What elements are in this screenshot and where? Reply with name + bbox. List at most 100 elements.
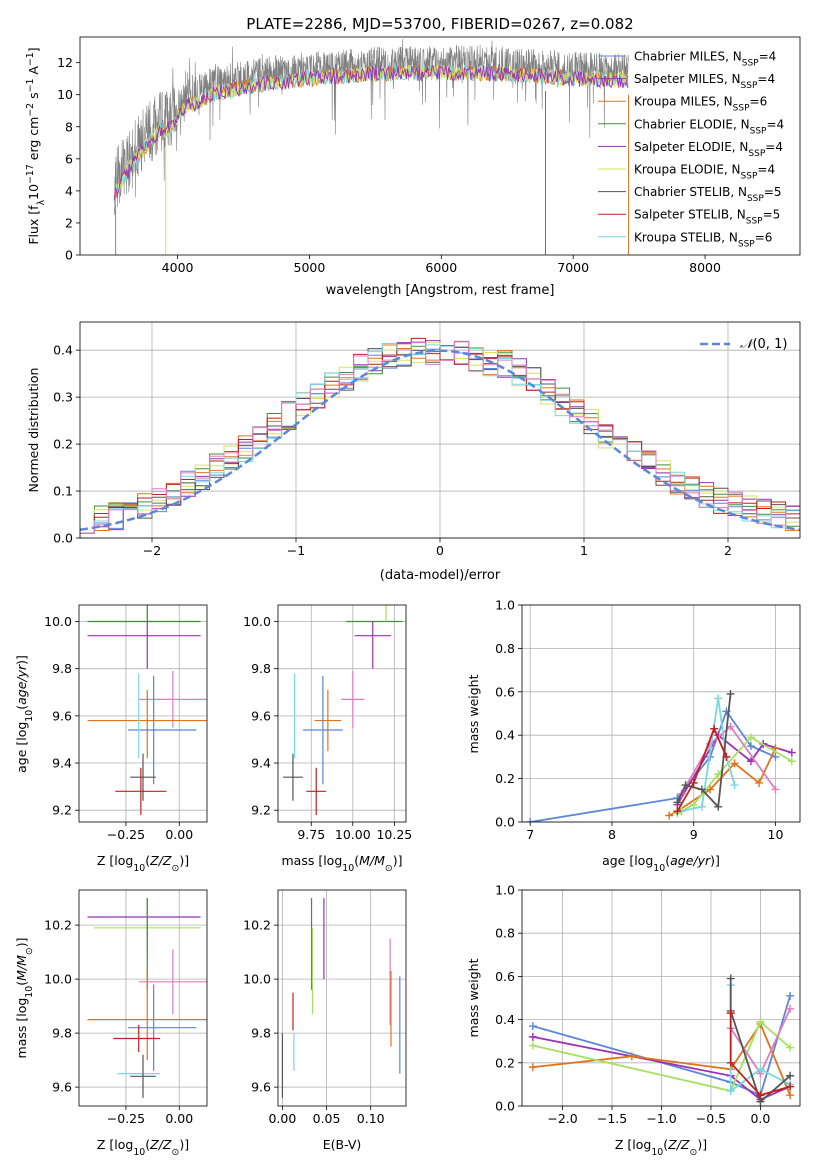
x-tick-label: 0.00 (268, 1111, 296, 1126)
y-tick-label: 9.6 (52, 1080, 72, 1095)
panel-spectrum: 4000 5000 6000 7000 8000 0 2 4 6 8 10 12 wavelength … (25, 36, 801, 298)
weight-marker (726, 1086, 735, 1095)
x-axis-label: wavelength [Angstrom, rest frame] (326, 283, 555, 298)
weight-marker (730, 759, 739, 768)
y-tick-label: 9.4 (52, 756, 72, 771)
y-tick-label: 0.4 (495, 728, 515, 743)
x-tick-label: 0.0 (750, 1111, 770, 1126)
axes-frame (521, 889, 801, 1107)
x-axis-label: Z [log10(Z/Z⊙)] (97, 853, 189, 874)
panel-z-weight: −2.0 −1.5 −1.0 −0.5 0.0 0.0 0.2 0.4 0.6 0.8 1.0 Z [… (466, 883, 801, 1158)
panel-ebv-mass: 0.00 0.05 0.10 9.6 9.8 10.0 10.2 E(B-V) (243, 889, 407, 1152)
y-tick-label: 9.8 (52, 1026, 72, 1041)
legend-label: 𝒩(0, 1) (740, 337, 787, 352)
weight-marker (746, 757, 755, 766)
weight-marker (746, 733, 755, 742)
weight-marker (726, 1058, 735, 1067)
plot-area (282, 605, 403, 815)
panel-z-mass: −0.25 0.00 9.6 9.8 10.0 10.2 Z [log10(Z/Z⊙)] ma… (14, 889, 208, 1158)
axes-frame (79, 36, 801, 256)
x-tick-label: 0.05 (313, 1111, 341, 1126)
y-tick-label: 0.0 (53, 531, 73, 546)
x-axis-label: mass [log10(M/M⊙)] (282, 853, 403, 874)
axes-frame (521, 604, 801, 823)
y-tick-label: 0.2 (53, 437, 73, 452)
weight-marker (689, 800, 698, 809)
y-tick-label: 0.4 (495, 1012, 515, 1027)
weight-marker (714, 694, 723, 703)
legend-label: Chabrier ELODIE, NSSP=4 (634, 117, 784, 136)
panel-age-weight: 7 8 9 10 0.0 0.2 0.4 0.6 0.8 1.0 age [log10(age/yr… (466, 598, 801, 874)
legend-label: Salpeter STELIB, NSSP=5 (634, 208, 780, 227)
weight-marker (726, 1009, 735, 1018)
weight-line (680, 725, 777, 795)
weight-marker (726, 974, 735, 983)
x-tick-label: 9 (690, 827, 698, 842)
y-axis-label: mass [log10(M/M⊙)] (14, 938, 35, 1059)
y-tick-label: 10.0 (243, 614, 271, 629)
weight-marker (722, 752, 731, 761)
weight-marker (755, 778, 764, 787)
weight-marker (526, 818, 535, 822)
y-axis-label: age [log10(age/yr)] (14, 655, 35, 773)
y-tick-label: 1.0 (495, 883, 515, 898)
weight-marker (730, 781, 739, 790)
weight-line (676, 726, 728, 812)
weight-marker (756, 1091, 765, 1100)
x-tick-label: −2.0 (547, 1111, 577, 1126)
plot-area (528, 974, 795, 1106)
weight-marker (528, 1063, 537, 1072)
y-tick-label: 0.6 (495, 969, 515, 984)
x-tick-label: 0 (436, 543, 444, 558)
y-tick-label: 10.0 (44, 614, 72, 629)
axes-frame (277, 604, 407, 823)
x-tick-label: 10 (768, 827, 784, 842)
weight-line (729, 978, 791, 1104)
weight-marker (786, 1082, 795, 1091)
weight-marker (756, 1065, 765, 1074)
axes-frame (78, 604, 208, 823)
panel-mass-age: 9.75 10.00 10.25 9.2 9.4 9.6 9.8 10.0 mass [log1… (243, 604, 412, 874)
x-tick-label: −2 (143, 543, 161, 558)
legend-label: Kroupa STELIB, NSSP=6 (634, 230, 772, 249)
weight-marker (665, 811, 674, 820)
x-tick-label: 0.00 (165, 1111, 193, 1126)
y-tick-label: 0.1 (53, 484, 73, 499)
legend-label: Salpeter ELODIE, NSSP=4 (634, 140, 783, 159)
weight-marker (771, 785, 780, 794)
axes-frame (277, 889, 407, 1107)
x-tick-label: 4000 (162, 260, 194, 275)
y-tick-label: 1.0 (495, 598, 515, 613)
x-axis-label: Z [log10(Z/Z⊙)] (97, 1137, 189, 1158)
y-tick-label: 10.2 (243, 918, 271, 933)
legend-label: Salpeter MILES, NSSP=4 (634, 72, 775, 91)
legend-label: Chabrier MILES, NSSP=4 (634, 50, 776, 69)
y-tick-label: 10 (57, 87, 73, 102)
histogram-step (80, 340, 800, 538)
histogram-step (80, 343, 800, 538)
y-tick-label: 9.8 (251, 1026, 271, 1041)
y-tick-label: 9.6 (52, 708, 72, 723)
x-axis-label: Z [log10(Z/Z⊙)] (615, 1137, 707, 1158)
weight-marker (528, 1032, 537, 1041)
plot-area (113, 39, 630, 255)
y-tick-label: 9.2 (52, 803, 72, 818)
spectrum-line (114, 39, 629, 216)
x-axis-label: age [log10(age/yr)] (602, 853, 720, 874)
plot-area (281, 898, 401, 1098)
x-tick-label: −0.25 (107, 827, 145, 842)
plot-area (526, 689, 796, 822)
y-tick-label: 10.2 (44, 918, 72, 933)
x-tick-label: −1 (287, 543, 305, 558)
y-axis-label: Flux [fλ10−17 erg cm−2 s−1 A−1] (25, 47, 47, 244)
y-tick-label: 10.0 (44, 972, 72, 987)
weight-marker (706, 785, 715, 794)
y-tick-label: 9.4 (251, 756, 271, 771)
y-tick-label: 2 (65, 215, 73, 230)
y-axis-label: mass weight (466, 674, 481, 753)
legend-label: Chabrier STELIB, NSSP=5 (634, 185, 782, 204)
axes-frame (78, 889, 208, 1107)
weight-marker (681, 781, 690, 790)
panel-residuals: −2 −1 0 1 2 0.0 0.1 0.2 0.3 0.4 (data-model)/error… (26, 321, 801, 583)
plot-area (87, 898, 207, 1098)
